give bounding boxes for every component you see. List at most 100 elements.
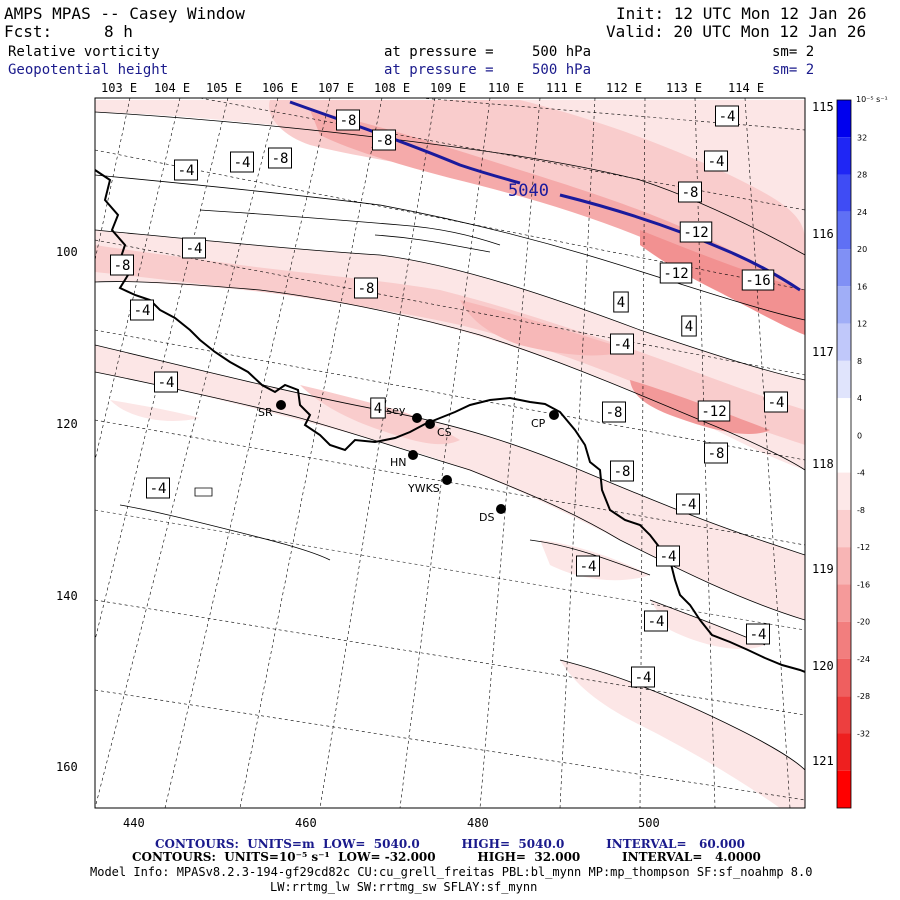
contour-label: -4 bbox=[134, 303, 151, 319]
station-ywks-label: YWKS bbox=[407, 482, 440, 495]
colorbar-swatch bbox=[837, 211, 851, 250]
contour-label-box bbox=[631, 666, 655, 688]
colorbar-swatch bbox=[837, 360, 851, 399]
field1-pressure-value: 500 hPa bbox=[532, 44, 592, 60]
lon-114e: 114 E bbox=[728, 81, 764, 95]
field1-pressure-label: at pressure = bbox=[384, 44, 494, 60]
contour-label-box bbox=[154, 371, 178, 393]
colorbar-level: 0 bbox=[857, 431, 862, 440]
contour-label: -4 bbox=[708, 154, 725, 170]
colorbar-swatch bbox=[837, 584, 851, 622]
field2-pressure-label: at pressure = bbox=[384, 62, 494, 78]
contour-label: -4 bbox=[150, 481, 167, 497]
colorbar-swatch bbox=[837, 286, 851, 324]
colorbar-level: -32 bbox=[857, 729, 870, 738]
station-cs-label: CS bbox=[437, 426, 452, 439]
vorticity-contour-info: CONTOURS: UNITS=10⁻⁵ s⁻¹ LOW= -32.000 HI… bbox=[132, 850, 761, 864]
lon-111e: 111 E bbox=[546, 81, 582, 95]
contour-label-box bbox=[679, 221, 713, 243]
station-ywks-marker bbox=[442, 475, 452, 485]
contour-label-box bbox=[704, 442, 728, 464]
colorbar-level: 16 bbox=[857, 282, 867, 291]
x-tick-500: 500 bbox=[638, 816, 660, 830]
contour-label-box bbox=[678, 181, 702, 203]
colorbar-level: -8 bbox=[857, 506, 865, 515]
colorbar-swatch bbox=[837, 249, 851, 287]
contour-label: -4 bbox=[178, 163, 195, 179]
contour-label: -8 bbox=[708, 446, 725, 462]
field2-smoothing: sm= 2 bbox=[772, 62, 815, 78]
contour-label: -8 bbox=[682, 185, 699, 201]
colorbar-level: 24 bbox=[857, 208, 867, 217]
lon-113e: 113 E bbox=[666, 81, 702, 95]
height-contour-5040: 5040 bbox=[289, 100, 801, 292]
field2-name: Geopotential height bbox=[8, 62, 169, 78]
contour-label: -8 bbox=[358, 281, 375, 297]
contour-label-box bbox=[764, 391, 788, 413]
x-tick-480: 480 bbox=[467, 816, 489, 830]
colorbar-swatch bbox=[837, 398, 851, 436]
height-contour-info: CONTOURS: UNITS=m LOW= 5040.0 HIGH= 5040… bbox=[155, 837, 745, 851]
contour-label-box bbox=[268, 147, 292, 169]
colorbar-swatch bbox=[837, 137, 851, 175]
station-sr-label: SR bbox=[258, 406, 273, 419]
contour-label: -8 bbox=[272, 151, 289, 167]
contour-label-box bbox=[610, 333, 634, 355]
colorbar-swatch bbox=[837, 472, 851, 510]
lon-109e: 109 E bbox=[430, 81, 466, 95]
map-title: AMPS MPAS -- Casey Window bbox=[4, 4, 245, 23]
colorbar-level: -16 bbox=[857, 580, 870, 589]
contour-label: -4 bbox=[719, 109, 736, 125]
y-tick-160: 160 bbox=[56, 760, 78, 774]
contour-label-box bbox=[372, 129, 396, 151]
colorbar-swatch bbox=[837, 696, 851, 734]
colorbar-level: 28 bbox=[857, 171, 867, 180]
contour-label: -16 bbox=[745, 273, 770, 289]
colorbar-unit: 10⁻⁵ s⁻¹ bbox=[856, 95, 888, 104]
contour-label-box bbox=[676, 493, 700, 515]
contour-label: 4 bbox=[685, 319, 693, 335]
contour-label-box bbox=[182, 237, 206, 259]
model-info: Model Info: MPASv8.2.3-194-gf29cd82c CU:… bbox=[90, 865, 813, 879]
lon-106e: 106 E bbox=[262, 81, 298, 95]
station-ds-marker bbox=[496, 504, 506, 514]
colorbar-level: -24 bbox=[857, 655, 870, 664]
height-contour-label: 5040 bbox=[508, 181, 549, 201]
contour-label: -4 bbox=[635, 670, 652, 686]
contour-label: -4 bbox=[750, 627, 767, 643]
contour-label: 4 bbox=[617, 295, 625, 311]
colorbar-swatch bbox=[837, 547, 851, 585]
contour-label-box bbox=[610, 460, 634, 482]
contour-label-box bbox=[715, 105, 739, 127]
contour-label: -4 bbox=[614, 337, 631, 353]
colorbar-level: -20 bbox=[857, 618, 870, 627]
contour-label: -8 bbox=[376, 133, 393, 149]
colorbar-level: -28 bbox=[857, 692, 870, 701]
y-tick-100: 100 bbox=[56, 245, 78, 259]
colorbar-level: 32 bbox=[857, 133, 867, 142]
station-cp-label: CP bbox=[531, 417, 546, 430]
colorbar-level: -4 bbox=[857, 469, 865, 478]
contour-label: -8 bbox=[114, 258, 131, 274]
contour-label-box bbox=[613, 291, 629, 313]
station-cp-marker bbox=[549, 410, 559, 420]
contour-label: -4 bbox=[186, 241, 203, 257]
colorbar-swatch bbox=[837, 733, 851, 771]
contour-label-box bbox=[746, 623, 770, 645]
contour-label-box bbox=[697, 400, 731, 422]
contour-label: -12 bbox=[683, 225, 708, 241]
vorticity-map: 5040 SR Casey CS HN YWKS DS CP -8-8-4 -4-… bbox=[56, 81, 888, 830]
colorbar-level: 4 bbox=[857, 394, 862, 403]
contour-label: -12 bbox=[701, 404, 726, 420]
contour-label-box bbox=[659, 262, 693, 284]
contour-labels: -8-8-4 -4 -8-4-4-8-12-12 -16-8-8-444-4-4-4-… bbox=[110, 105, 788, 688]
y-tick-120: 120 bbox=[56, 417, 78, 431]
station-cs-marker bbox=[425, 419, 435, 429]
contour-label: -8 bbox=[606, 405, 623, 421]
contour-label-box bbox=[336, 109, 360, 131]
init-time: Init: 12 UTC Mon 12 Jan 26 bbox=[616, 4, 867, 23]
lon-labels: 103 E 104 E 105 E 106 E 107 E 108 E 109 … bbox=[101, 81, 764, 95]
colorbar-level: 8 bbox=[857, 357, 862, 366]
colorbar-swatch bbox=[837, 658, 851, 697]
x-tick-460: 460 bbox=[295, 816, 317, 830]
